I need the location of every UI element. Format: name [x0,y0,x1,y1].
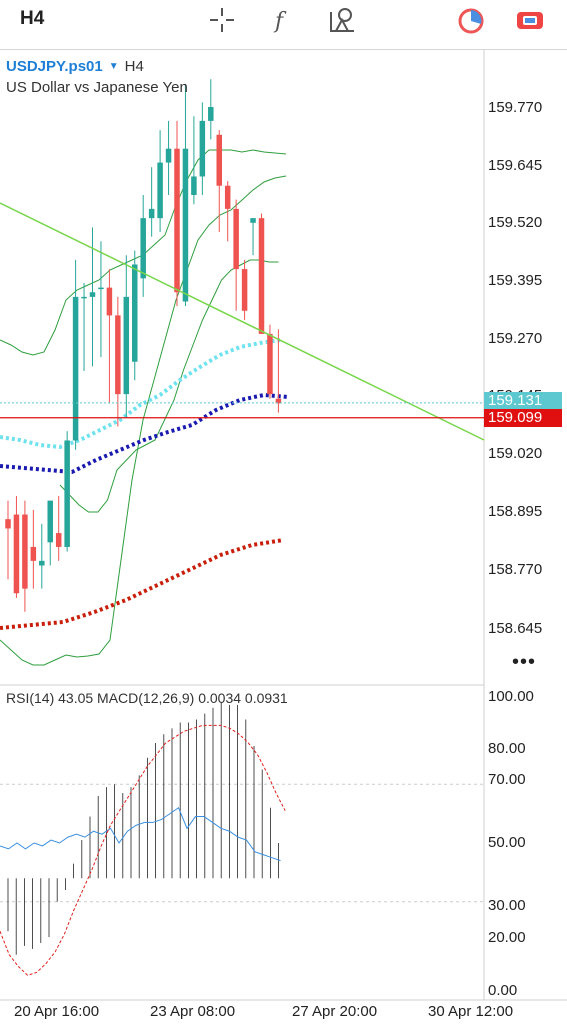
indicator-tick: 100.00 [488,688,534,705]
ma-slow-line [0,538,284,630]
candle-body [64,440,70,547]
price-tick: 159.770 [488,99,543,116]
trendline [0,202,485,441]
candle-body [199,120,206,177]
candle-body [30,546,37,561]
ma-fast-line [0,338,281,450]
price-tick: 159.395 [488,272,543,289]
candle-body [191,176,197,195]
candle-body [5,519,11,529]
candle-body [165,148,172,163]
symbol-description: US Dollar vs Japanese Yen [6,79,188,96]
candle-body [208,107,214,121]
candle-body [275,398,282,404]
timeframe-button[interactable]: H4 [20,8,45,29]
candle-body [182,148,189,302]
candle-body [115,315,121,395]
candle-body [123,296,130,395]
candle-body [39,560,45,566]
trade-icon[interactable] [514,4,546,36]
candle-body [216,134,222,186]
timer-icon[interactable] [455,4,487,36]
objects-icon[interactable] [326,4,358,36]
price-tick: 158.895 [488,503,543,520]
candle-body [72,296,79,441]
price-tick: 159.645 [488,157,543,174]
toolbar-divider [0,49,567,50]
crosshair-icon[interactable] [206,4,238,36]
time-tick: 27 Apr 20:00 [292,1003,378,1020]
ma-mid-line [0,392,289,475]
chevron-down-icon[interactable]: ▼ [108,61,119,72]
candle-body [47,500,53,543]
candle-body [132,264,138,362]
indicator-tick: 0.00 [488,982,518,999]
candle-body [233,208,239,270]
candle-body [22,514,28,589]
indicator-tick: 80.00 [488,740,526,757]
ask-price-badge: 159.099 [484,409,562,427]
bid-price-badge: 159.131 [484,392,562,410]
price-tick: 159.270 [488,330,543,347]
candle-body [81,296,87,299]
price-tick: 158.770 [488,561,543,578]
symbol-header[interactable]: USDJPY.ps01 ▼ H4 [6,58,144,75]
candle-body [148,208,155,219]
indicator-tick: 30.00 [488,897,526,914]
macd-signal-line [0,724,286,976]
candle-body [140,218,146,279]
rsi-line [0,806,281,862]
candle-body [241,269,248,311]
candle-body [174,148,180,293]
bollinger-middle [59,259,279,513]
time-tick: 23 Apr 08:00 [150,1003,236,1020]
symbol-timeframe: H4 [124,58,144,75]
bollinger-lower [0,175,287,666]
indicator-tick: 20.00 [488,929,526,946]
candle-body [55,533,62,547]
indicator-tick: 50.00 [488,834,526,851]
candle-body [98,287,104,290]
indicator-label: RSI(14) 43.05 MACD(12,26,9) 0.0034 0.093… [6,690,288,706]
candle-body [106,287,113,316]
function-icon[interactable]: f [266,4,298,36]
candle-body [267,333,273,395]
time-tick: 20 Apr 16:00 [14,1003,100,1020]
price-tick: 159.020 [488,445,543,462]
time-tick: 30 Apr 12:00 [428,1003,514,1020]
price-tick: 159.520 [488,214,543,231]
indicator-tick: 70.00 [488,771,526,788]
price-tick: 158.645 [488,620,543,637]
candle-body [224,185,231,209]
toolbar: H4 f [0,0,567,40]
candle-body [258,218,265,334]
candle-body [157,162,163,219]
candle-body [13,514,20,594]
more-options-button[interactable]: ••• [512,651,537,673]
candle-body [250,218,256,223]
candle-body [89,292,96,297]
symbol-name[interactable]: USDJPY.ps01 [6,58,103,75]
